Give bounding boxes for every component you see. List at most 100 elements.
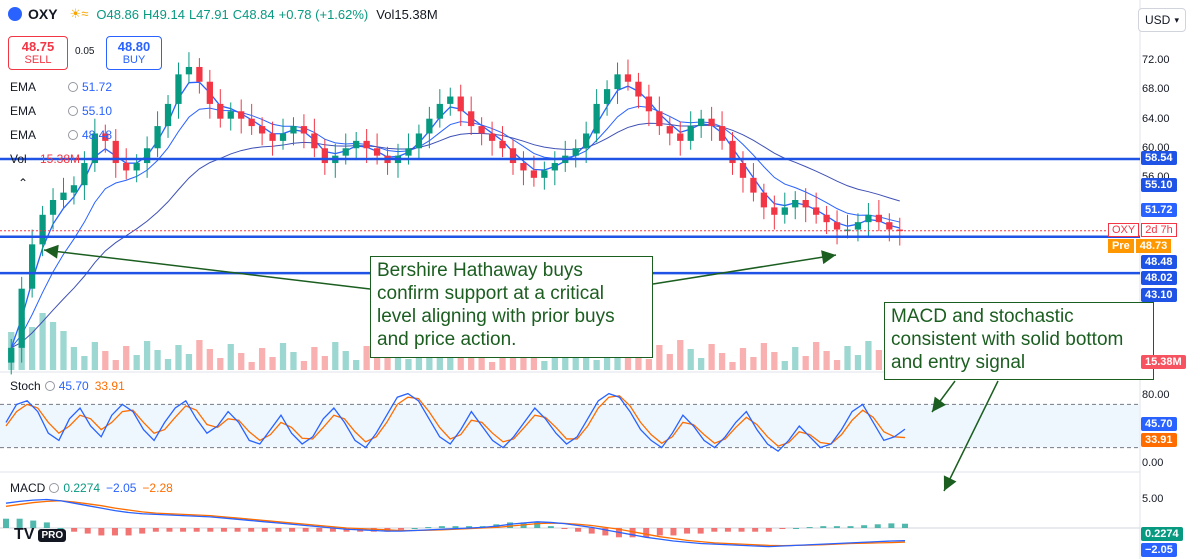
volume-bar	[28, 327, 36, 370]
candle-body	[677, 133, 684, 141]
macd-legend[interactable]: MACD 0.2274 −2.05 −2.28	[10, 481, 173, 495]
volume-bar	[813, 342, 820, 370]
macd-label: MACD	[10, 481, 46, 495]
ema-legend-2[interactable]: EMA 55.10	[10, 104, 112, 118]
volume-bar	[248, 362, 255, 370]
stoch-label: Stoch	[10, 379, 41, 393]
candle-body	[258, 126, 266, 134]
volume-tag: 15.38M	[1141, 355, 1186, 369]
macd-tag-1: 0.2274	[1141, 527, 1183, 541]
candle-body	[311, 133, 318, 149]
candle-body	[645, 96, 653, 112]
macd-tag-2: −2.05	[1141, 543, 1177, 557]
sun-cloud-icon: ☀≈	[69, 6, 89, 21]
price-change: +0.78 (+1.62%)	[278, 6, 369, 22]
macd-histogram-bar	[166, 528, 173, 532]
volume-bar	[509, 357, 517, 370]
volume-bar	[353, 360, 360, 370]
volume-bar	[635, 350, 642, 370]
volume-bar	[823, 351, 830, 370]
arrow-macd-head	[943, 475, 957, 491]
candle-body	[886, 222, 893, 230]
candle-body	[227, 111, 234, 119]
macd-histogram-bar	[847, 526, 854, 528]
settings-icon[interactable]	[44, 381, 55, 391]
volume-bar	[583, 351, 590, 370]
sell-button[interactable]: 48.75 SELL	[8, 36, 68, 70]
level-tag: 55.10	[1141, 178, 1177, 192]
volume-bar	[865, 341, 872, 370]
vol-label: Vol	[10, 152, 27, 166]
volume-bar	[677, 340, 684, 370]
candle-body	[300, 126, 308, 134]
macd-histogram-bar	[98, 528, 105, 536]
macd-histogram-bar	[438, 526, 445, 528]
macd-histogram-bar	[289, 528, 296, 532]
collapse-legend-button[interactable]: ⌃	[18, 176, 29, 190]
stoch-band	[0, 404, 1140, 448]
candle-body	[415, 133, 423, 149]
volume-bar	[760, 343, 768, 370]
volume-bar	[332, 342, 339, 370]
candle-body	[792, 200, 799, 208]
candle-body	[81, 163, 88, 186]
volume-bar	[530, 352, 538, 370]
macd-pane	[0, 498, 1140, 548]
price-tick: 64.00	[1142, 113, 1170, 125]
candle-body	[488, 133, 496, 141]
volume-bar	[300, 361, 308, 370]
settings-icon[interactable]	[68, 82, 78, 92]
macd-value-2: −2.05	[106, 481, 137, 495]
settings-icon[interactable]	[68, 106, 78, 116]
volume-bar	[739, 348, 747, 370]
candle-body	[133, 163, 140, 171]
candle-body	[833, 222, 841, 230]
currency-select[interactable]: USD ▾	[1138, 8, 1186, 32]
candle-body	[321, 148, 328, 164]
ema-legend-1[interactable]: EMA 51.72	[10, 80, 112, 94]
symbol-name[interactable]: OXY	[28, 6, 58, 22]
candle-body	[363, 140, 370, 149]
ema-legend-3[interactable]: EMA 48.48	[10, 128, 112, 142]
candle-body	[771, 207, 778, 215]
settings-icon[interactable]	[68, 130, 78, 140]
stoch-tick: 80.00	[1142, 389, 1170, 401]
volume-bar	[227, 344, 234, 370]
candle-body	[353, 140, 360, 149]
settings-icon[interactable]	[49, 483, 60, 493]
stoch-k-tag: 45.70	[1141, 417, 1177, 431]
pre-tag-label: Pre	[1108, 239, 1134, 253]
candle-body	[781, 207, 788, 215]
vol-legend[interactable]: Vol 15.38M	[10, 152, 80, 166]
volume-bar	[802, 356, 809, 370]
ema-value-2: 55.10	[82, 104, 113, 118]
macd-histogram-bar	[561, 528, 568, 529]
candle-body	[499, 140, 506, 149]
candle-body	[635, 81, 642, 97]
ema-label: EMA	[10, 128, 37, 142]
sell-price: 48.75	[21, 39, 55, 54]
volume-bar	[666, 354, 673, 370]
stoch-legend[interactable]: Stoch 45.70 33.91	[10, 379, 125, 393]
volume-bar	[363, 346, 370, 370]
macd-value-3: −2.28	[142, 481, 173, 495]
macd-histogram-bar	[861, 525, 868, 528]
candle-body	[426, 118, 433, 134]
buy-button[interactable]: 48.80 BUY	[106, 36, 162, 70]
macd-histogram-bar	[534, 522, 541, 528]
volume-bar	[279, 343, 287, 370]
candle-body	[123, 163, 130, 171]
stoch-pane	[0, 392, 1140, 453]
arrow-recent-buys-head	[821, 250, 836, 265]
stoch-d-tag: 33.91	[1141, 433, 1177, 447]
candle-body	[896, 229, 903, 232]
candle-body	[802, 200, 809, 208]
candles	[8, 52, 903, 375]
volume-bar	[499, 348, 506, 370]
macd-histogram-bar	[207, 528, 214, 532]
macd-histogram-bar	[629, 528, 636, 538]
volume-bar	[311, 347, 318, 370]
candle-body	[238, 111, 245, 119]
macd-histogram-bar	[316, 528, 323, 532]
ema-line-3	[10, 122, 900, 349]
